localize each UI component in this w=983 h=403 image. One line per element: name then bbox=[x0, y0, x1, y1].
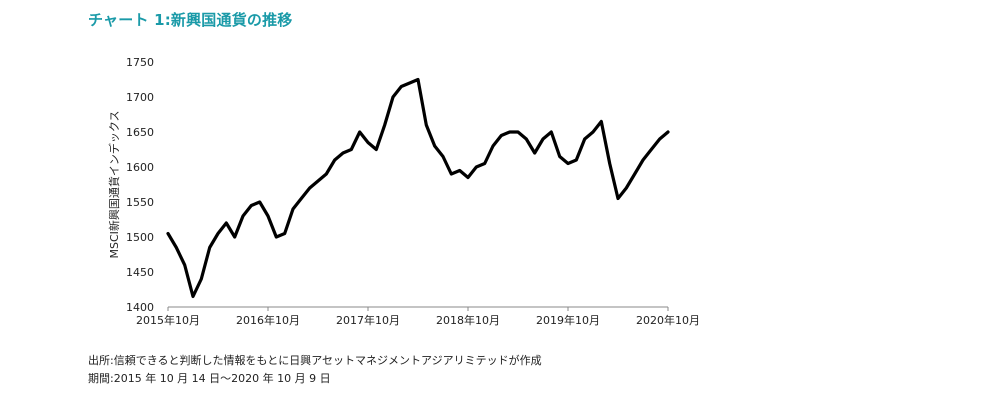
x-tick-label: 2020年10月 bbox=[636, 313, 700, 327]
x-tick-label: 2019年10月 bbox=[536, 313, 600, 327]
y-tick-label: 1450 bbox=[126, 266, 154, 279]
chart-title: チャート 1:新興国通貨の推移 bbox=[88, 11, 293, 29]
y-tick-label: 1600 bbox=[126, 161, 154, 174]
y-tick-label: 1700 bbox=[126, 91, 154, 104]
x-axis: 2015年10月 2016年10月 2017年10月 2018年10月 2019年10月… bbox=[136, 306, 700, 327]
period-note: 期間:2015 年 10 月 14 日〜2020 年 10 月 9 日 bbox=[88, 372, 331, 385]
x-tick-label: 2016年10月 bbox=[236, 313, 300, 327]
series-line bbox=[166, 77, 670, 299]
x-tick-label: 2018年10月 bbox=[436, 313, 500, 327]
x-tick-label: 2017年10月 bbox=[336, 313, 400, 327]
y-axis-ticks: 1400 1450 1500 1550 1600 1650 1700 1750 bbox=[126, 56, 154, 314]
y-tick-label: 1500 bbox=[126, 231, 154, 244]
y-tick-label: 1750 bbox=[126, 56, 154, 69]
x-tick-label: 2015年10月 bbox=[136, 313, 200, 327]
y-tick-label: 1550 bbox=[126, 196, 154, 209]
y-tick-label: 1650 bbox=[126, 126, 154, 139]
y-tick-label: 1400 bbox=[126, 301, 154, 314]
source-note: 出所:信頼できると判断した情報をもとに日興アセットマネジメントアジアリミテッドが… bbox=[88, 354, 542, 367]
y-axis-label: MSCI新興国通貨インデックス bbox=[107, 110, 121, 258]
